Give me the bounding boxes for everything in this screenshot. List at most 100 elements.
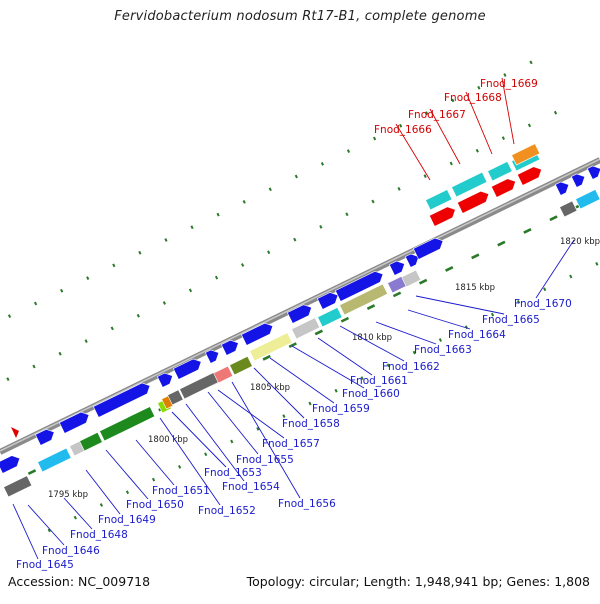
gene-forward-15[interactable] [554,179,571,196]
gene-forward-1[interactable] [34,427,56,446]
selected-track-1[interactable] [451,171,488,198]
gene-label[interactable]: Fnod_1659 [312,403,370,415]
selected-gene-1[interactable] [456,189,491,214]
gene-forward-9[interactable] [286,302,314,324]
leader-line [63,497,93,530]
leader-line [395,123,431,181]
gene-label[interactable]: Fnod_1650 [126,499,184,511]
guide-dot [6,377,10,382]
ruler-tick [471,253,480,260]
gene-label[interactable]: Fnod_1664 [448,329,506,341]
gene-label-selected[interactable]: Fnod_1669 [480,78,538,90]
gene-forward-0[interactable] [0,453,22,474]
selected-track-2[interactable] [487,161,513,182]
gene-track-4[interactable] [99,406,156,442]
leader-line [12,503,39,560]
gene-forward-7[interactable] [220,338,241,356]
gene-forward-12[interactable] [388,258,407,276]
gene-label[interactable]: Fnod_1658 [282,418,340,430]
leader-line [27,504,65,546]
selected-gene-2[interactable] [490,176,518,198]
guide-dot [214,275,219,280]
gene-label[interactable]: Fnod_1646 [42,545,100,557]
gene-forward-5[interactable] [172,356,203,380]
ruler-tick [314,329,323,336]
gene-label[interactable]: Fnod_1645 [16,559,74,571]
leader-line [253,367,305,419]
gene-label-selected[interactable]: Fnod_1668 [444,92,502,104]
selected-gene-0[interactable] [428,204,458,227]
gene-forward-2[interactable] [58,409,91,434]
gene-label[interactable]: Fnod_1661 [350,375,408,387]
gene-track-17[interactable] [559,200,578,218]
gene-track-3[interactable] [79,431,103,452]
gene-forward-3[interactable] [92,380,152,418]
gene-features[interactable] [0,143,600,498]
gene-track-1[interactable] [37,447,72,473]
gene-label[interactable]: Fnod_1663 [414,344,472,356]
gene-label[interactable]: Fnod_1654 [222,481,280,493]
gene-track-10[interactable] [229,355,253,376]
guide-dot [256,426,260,431]
guide-dot [178,465,182,469]
selected-gene-3[interactable] [516,164,544,186]
gene-label[interactable]: Fnod_1657 [262,438,320,450]
ruler-tick [445,266,454,272]
guide-dot [423,174,427,179]
accession-text: Accession: NC_009718 [8,574,151,589]
gene-label[interactable]: Fnod_1653 [204,467,262,479]
gene-forward-13[interactable] [404,251,421,268]
gene-labels[interactable]: Fnod_1645 Fnod_1646 Fnod_1648 Fnod_1649 Fnod… [16,78,572,571]
selected-track-0[interactable] [425,189,453,211]
gene-forward-17[interactable] [586,163,600,180]
backbone-highlight [0,158,600,452]
guide-dot [188,288,193,293]
guide-dot [267,250,271,255]
gene-label[interactable]: Fnod_1665 [482,314,540,326]
topology-text: Topology: circular; Length: 1,948,941 bp… [246,574,590,589]
gene-forward-4[interactable] [156,370,175,388]
gene-track-14[interactable] [339,283,388,316]
gene-label[interactable]: Fnod_1651 [152,485,210,497]
ruler-tick [366,304,376,310]
guide-dot [529,60,533,65]
gene-forward-16[interactable] [570,171,587,188]
gene-label[interactable]: Fnod_1649 [98,514,156,526]
gene-track-7[interactable] [167,389,184,406]
leader-line [269,357,335,404]
gene-track-11[interactable] [249,332,293,362]
guide-dot [204,452,208,457]
guide-dot [86,276,90,280]
gene-label[interactable]: Fnod_1652 [198,505,256,517]
guide-dot [543,287,547,292]
guide-dot [527,123,532,128]
gene-forward-8[interactable] [240,321,275,346]
gene-track-13[interactable] [317,307,343,328]
guide-dot [151,477,156,482]
leader-line [317,337,373,376]
gene-label[interactable]: Fnod_1655 [236,454,294,466]
gene-track-0[interactable] [3,475,33,498]
leader-line [85,469,121,515]
gene-forward-6[interactable] [204,347,221,364]
gene-label[interactable]: Fnod_1670 [514,298,572,310]
gene-track-16[interactable] [401,269,422,288]
gene-track-12[interactable] [291,317,321,340]
gene-label[interactable]: Fnod_1662 [382,361,440,373]
gene-label-selected[interactable]: Fnod_1667 [408,109,466,121]
gene-track-9[interactable] [213,365,234,384]
gene-label-selected[interactable]: Fnod_1666 [374,124,432,136]
guide-dot [242,200,246,204]
gene-forward-10[interactable] [316,290,340,310]
leader-line [207,391,259,455]
gene-track-18[interactable] [575,189,600,210]
gene-label[interactable]: Fnod_1660 [342,388,400,400]
guide-dot [569,274,573,279]
gene-forward-11[interactable] [334,269,385,302]
selected-track-4[interactable] [511,143,541,166]
gene-forward-14[interactable] [412,235,445,260]
gene-label[interactable]: Fnod_1648 [70,529,128,541]
gene-label[interactable]: Fnod_1656 [278,498,336,510]
